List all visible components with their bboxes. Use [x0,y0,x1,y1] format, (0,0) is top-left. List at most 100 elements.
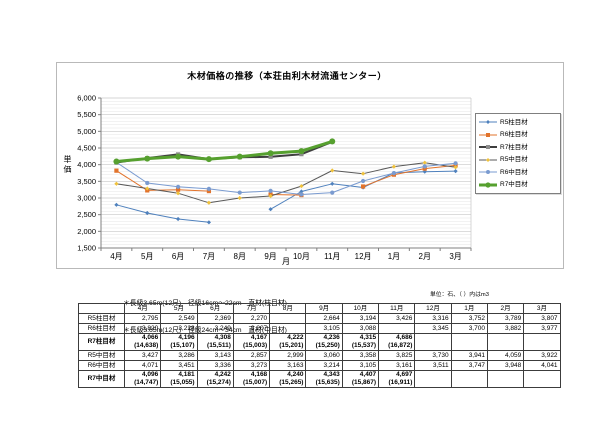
data-point [360,178,366,184]
table-cell: 3,060 [305,350,343,361]
table-row-R7柱目材: R7柱目材 4,066 (14,638) 4,196 (15,107) 4,308 (15,… [78,333,561,351]
data-point [267,150,274,157]
data-point [486,120,490,124]
legend-entry-R6中目材: R6中目材 [479,168,557,176]
table-cell: 4,096 (14,747) [123,370,162,388]
data-point [237,190,242,195]
data-point [422,164,427,169]
table-cell: 4,315 (15,537) [341,333,380,351]
table-cell: 3,752 [450,313,488,324]
table-cell: 2,999 [269,350,307,361]
table-cell: 2,369 [196,313,234,324]
data-point [236,153,243,160]
legend-label: R7柱目材 [500,143,528,151]
table-cell: 4,686 (16,872) [378,333,416,351]
data-point [175,191,181,196]
data-point [113,158,120,165]
table-cell: 4,343 (15,635) [305,370,343,388]
series-line [116,139,333,163]
series-R5中目材 [114,160,458,205]
column-header: 6月 [196,303,234,314]
data-point [330,168,335,173]
legend-label: R6中目材 [500,168,528,176]
data-point [329,138,336,145]
table-cell [378,323,416,334]
data-point [486,170,490,174]
table-cell [450,370,488,388]
x-tick-label: 12月 [355,252,372,261]
table-cell: 3,789 [486,313,525,324]
y-tick-label: 3,000 [77,194,96,203]
legend-label: R7中目材 [500,181,528,188]
table-cell: 3,825 [378,350,416,361]
row-label: R7中目材 [78,370,125,388]
data-point [485,181,491,188]
data-point [206,220,212,225]
x-tick-label: 6月 [172,252,184,261]
legend-label: R5中目材 [500,156,528,163]
data-point [299,152,304,157]
table-cell: 3,194 [341,313,380,324]
row-label: R6中目材 [78,360,125,371]
table-cell: 3,511 [414,360,452,371]
table-cell [486,370,525,388]
data-point [360,171,366,176]
table-cell: 2,664 [305,313,343,324]
data-point [299,192,304,197]
legend-swatch [479,120,497,124]
unit-note: 単位：石、（ ）内はm3 [430,292,489,298]
table-cell: 4,066 (14,638) [123,333,162,351]
chart-legend: R5柱目材 R6柱目材 R7柱目材 R5中目材 R6中目材 R7中目材 [475,113,561,194]
data-point [453,165,458,170]
legend-entry-R5柱目材: R5柱目材 [479,118,557,126]
data-point [175,184,181,189]
y-axis-title: 単価 [63,155,72,175]
table-cell: 2,795 [123,313,162,324]
table-cell [269,323,307,334]
table-cell: 2,549 [160,313,198,324]
column-header: 3月 [523,303,561,314]
table-cell: 4,236 (15,250) [305,333,343,351]
column-header [78,303,125,314]
legend-label: R6柱目材 [500,131,528,138]
table-cell: 3,882 [486,323,525,334]
chart-plot-area: 1,500 2,000 2,500 3,000 3,500 4,000 4,500 5,000… [77,94,472,261]
series-line [116,161,456,195]
table-cell: 4,697 (16,911) [378,370,416,388]
table-cell: 3,700 [450,323,488,334]
legend-label: R5柱目材 [500,118,528,126]
data-point [205,156,212,163]
price-table: 4月 5月 6月 7月 8月 9月 10月 11月 12月 1月 2月 3月 R5柱目材 2,795 2,5… [78,303,561,388]
table-cell [269,313,307,324]
legend-entry-R6柱目材: R6柱目材 [479,131,557,139]
table-cell: 3,820 [123,323,162,334]
table-cell: 4,167 (15,003) [232,333,271,351]
table-cell [450,333,488,351]
x-tick-label: 3月 [449,252,461,261]
y-tick-label: 4,500 [77,144,96,153]
table-cell: 3,088 [341,323,380,334]
data-point [175,153,182,160]
column-header: 11月 [378,303,416,314]
column-header: 12月 [414,303,452,314]
table-cell: 3,977 [523,323,561,334]
data-point [298,148,305,155]
table-cell: 2,857 [232,350,271,361]
data-point [206,200,212,205]
table-cell: 3,336 [196,360,234,371]
x-tick-label: 5月 [141,252,153,261]
table-cell [486,333,525,351]
table-cell: 4,407 (15,867) [341,370,380,388]
series-R5柱目材 [114,169,458,225]
table-cell: 3,105 [305,323,343,334]
series-line [116,162,456,204]
row-label: R6柱目材 [78,323,125,334]
data-point [145,186,150,191]
y-tick-label: 6,000 [77,94,96,103]
data-point [206,189,212,194]
x-tick-label: 1月 [388,252,400,261]
table-cell: 3,163 [269,360,307,371]
data-point [422,160,427,165]
data-point [114,202,119,207]
column-header: 5月 [160,303,198,314]
